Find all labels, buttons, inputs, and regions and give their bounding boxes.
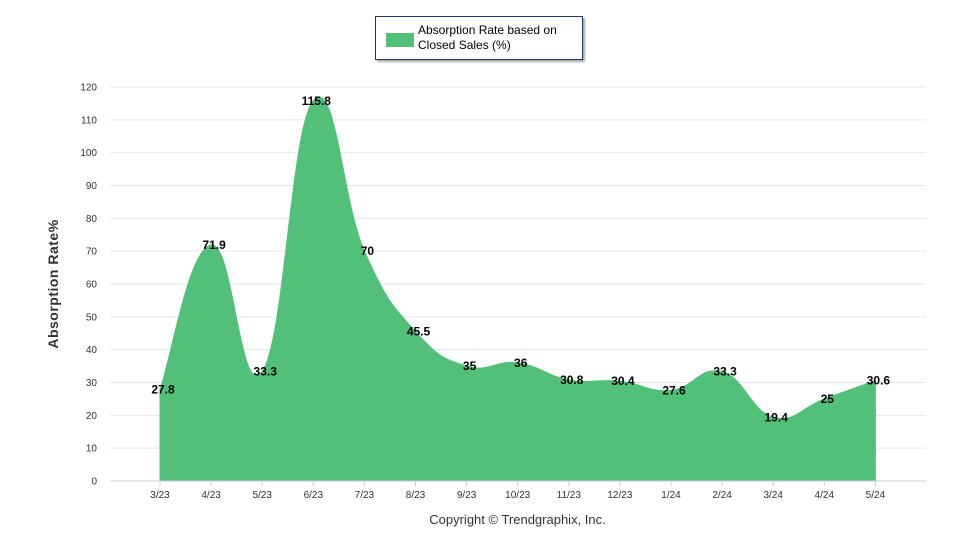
area-fill: [159, 96, 876, 482]
legend-swatch: [386, 33, 414, 47]
data-labels: 27.8 71.9 33.3 115.8 70 45.5 35 36 30.8 30.4 27.6 3…: [151, 94, 890, 425]
data-label: 115.8: [302, 94, 332, 108]
y-tick-label: 120: [80, 83, 97, 94]
data-label: 19.4: [765, 410, 789, 424]
data-label: 30.4: [611, 374, 635, 388]
data-label: 36: [514, 356, 528, 370]
y-tick-label: 70: [86, 247, 98, 258]
x-tick-label: 1/24: [661, 490, 681, 501]
data-label: 70: [361, 244, 375, 258]
y-tick-label: 30: [86, 378, 98, 389]
x-tick-label: 10/23: [505, 490, 530, 501]
x-tick-label: 5/23: [252, 490, 272, 501]
legend[interactable]: Absorption Rate based on Closed Sales (%…: [375, 16, 583, 60]
data-label: 33.3: [254, 365, 278, 379]
y-tick-label: 60: [86, 280, 98, 291]
x-tick-label: 3/23: [150, 490, 170, 501]
x-tick-label: 4/23: [201, 490, 221, 501]
data-label: 35: [463, 359, 477, 373]
x-tick-label: 9/23: [457, 490, 477, 501]
y-axis-title: Absorption Rate%: [45, 219, 61, 348]
area-series: [159, 96, 876, 482]
y-tick-label: 40: [86, 345, 98, 356]
x-tick-label: 7/23: [355, 490, 375, 501]
data-label: 33.3: [713, 365, 737, 379]
x-tick-label: 2/24: [712, 490, 732, 501]
data-label: 25: [821, 392, 835, 406]
y-tick-label: 10: [86, 444, 98, 455]
x-tick-label: 4/24: [815, 490, 835, 501]
x-tick-label: 11/23: [557, 490, 582, 501]
x-tick-label: 5/24: [866, 490, 886, 501]
y-tick-label: 90: [86, 181, 98, 192]
y-tick-label: 110: [81, 115, 97, 126]
x-tick-label: 8/23: [406, 490, 426, 501]
x-tick-label: 3/24: [763, 490, 783, 501]
data-label: 27.8: [151, 383, 175, 397]
y-tick-label: 80: [86, 214, 98, 225]
y-tick-label: 100: [80, 148, 97, 159]
axes: 0 10 20 30 40 50 60 70 80 90 100 110 120 3/23 4/23 5/23…: [80, 83, 926, 501]
x-tick-label: 6/23: [304, 490, 324, 501]
y-tick-label: 20: [86, 411, 98, 422]
data-label: 45.5: [407, 325, 431, 339]
legend-label: Absorption Rate based on Closed Sales (%…: [418, 23, 557, 52]
copyright-text: Copyright © Trendgraphix, Inc.: [429, 512, 606, 527]
y-tick-label: 0: [91, 477, 97, 488]
data-label: 27.6: [662, 383, 686, 397]
x-tick-label: 12/23: [607, 490, 632, 501]
y-tick-label: 50: [86, 312, 98, 323]
data-label: 30.8: [560, 373, 584, 387]
data-label: 30.6: [867, 374, 891, 388]
data-label: 71.9: [202, 238, 226, 252]
